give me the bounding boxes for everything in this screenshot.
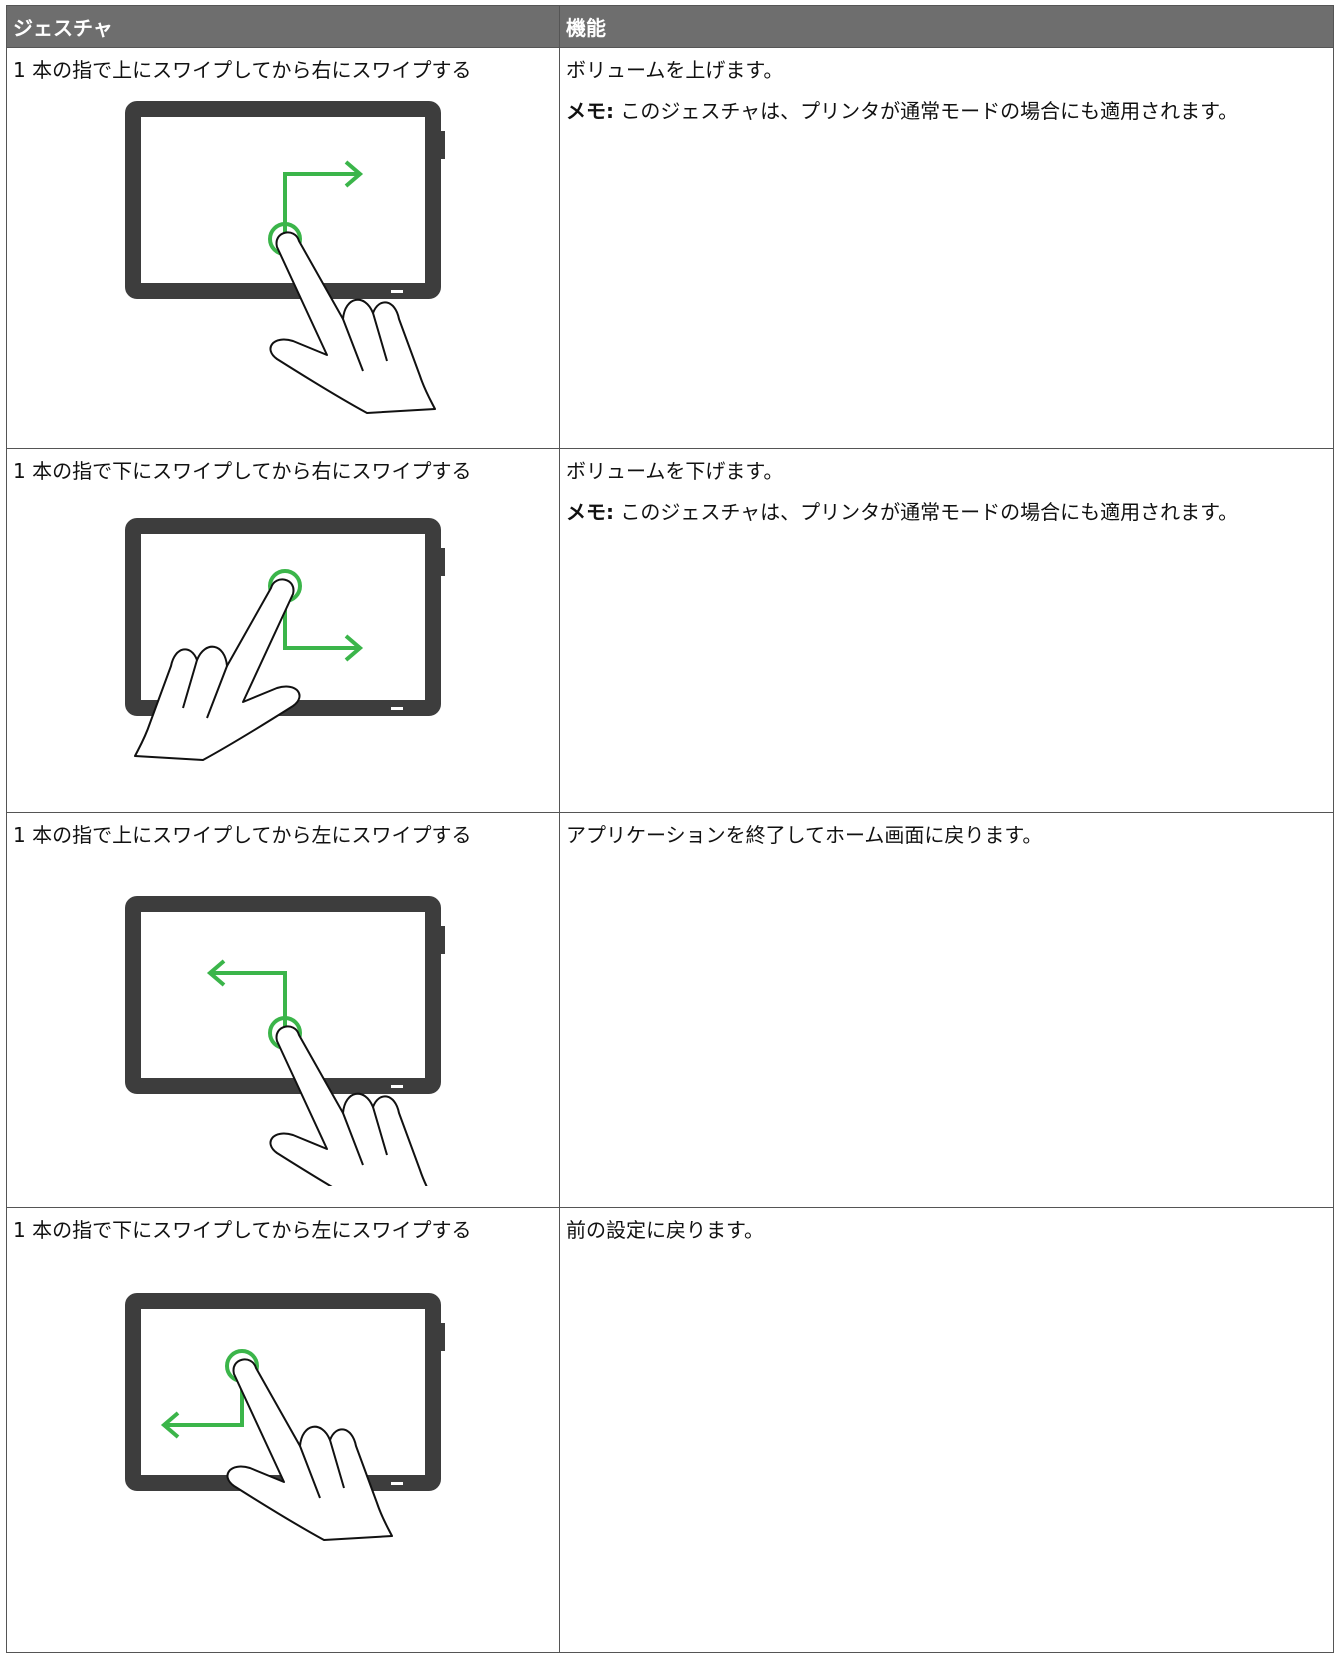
function-cell: ボリュームを上げます。 メモ: このジェスチャは、プリンタが通常モードの場合にも適… bbox=[559, 47, 1334, 449]
illustration bbox=[13, 1251, 553, 1541]
illustration bbox=[13, 856, 553, 1186]
note-text: このジェスチャは、プリンタが通常モードの場合にも適用されます。 bbox=[620, 99, 1239, 123]
gesture-cell: 1 本の指で上にスワイプしてから右にスワイプする bbox=[6, 47, 560, 449]
function-text: 前の設定に戻ります。 bbox=[566, 1218, 764, 1242]
gesture-text: 1 本の指で上にスワイプしてから右にスワイプする bbox=[13, 58, 472, 82]
note: メモ: このジェスチャは、プリンタが通常モードの場合にも適用されます。 bbox=[566, 95, 1327, 124]
function-text: アプリケーションを終了してホーム画面に戻ります。 bbox=[566, 823, 1043, 847]
gesture-cell: 1 本の指で下にスワイプしてから右にスワイプする bbox=[6, 448, 560, 813]
illustration bbox=[13, 492, 553, 761]
illustration bbox=[13, 91, 553, 414]
gesture-cell: 1 本の指で上にスワイプしてから左にスワイプする bbox=[6, 812, 560, 1208]
gesture-table: ジェスチャ 機能 1 本の指で上にスワイプしてから右にスワイプする ボリュームを上… bbox=[6, 5, 1334, 1653]
gesture-text: 1 本の指で下にスワイプしてから右にスワイプする bbox=[13, 459, 472, 483]
function-text: ボリュームを下げます。 bbox=[566, 459, 784, 483]
header-cell: 機能 bbox=[559, 5, 1334, 48]
note-text: このジェスチャは、プリンタが通常モードの場合にも適用されます。 bbox=[620, 500, 1239, 524]
note: メモ: このジェスチャは、プリンタが通常モードの場合にも適用されます。 bbox=[566, 496, 1327, 525]
function-cell: 前の設定に戻ります。 bbox=[559, 1207, 1334, 1653]
function-cell: アプリケーションを終了してホーム画面に戻ります。 bbox=[559, 812, 1334, 1208]
gesture-cell: 1 本の指で下にスワイプしてから左にスワイプする bbox=[6, 1207, 560, 1653]
function-text: ボリュームを上げます。 bbox=[566, 58, 784, 82]
note-label: メモ: bbox=[566, 500, 614, 524]
gesture-text: 1 本の指で下にスワイプしてから左にスワイプする bbox=[13, 1218, 472, 1242]
header-cell: ジェスチャ bbox=[6, 5, 560, 48]
function-cell: ボリュームを下げます。 メモ: このジェスチャは、プリンタが通常モードの場合にも適… bbox=[559, 448, 1334, 813]
note-label: メモ: bbox=[566, 99, 614, 123]
gesture-text: 1 本の指で上にスワイプしてから左にスワイプする bbox=[13, 823, 472, 847]
